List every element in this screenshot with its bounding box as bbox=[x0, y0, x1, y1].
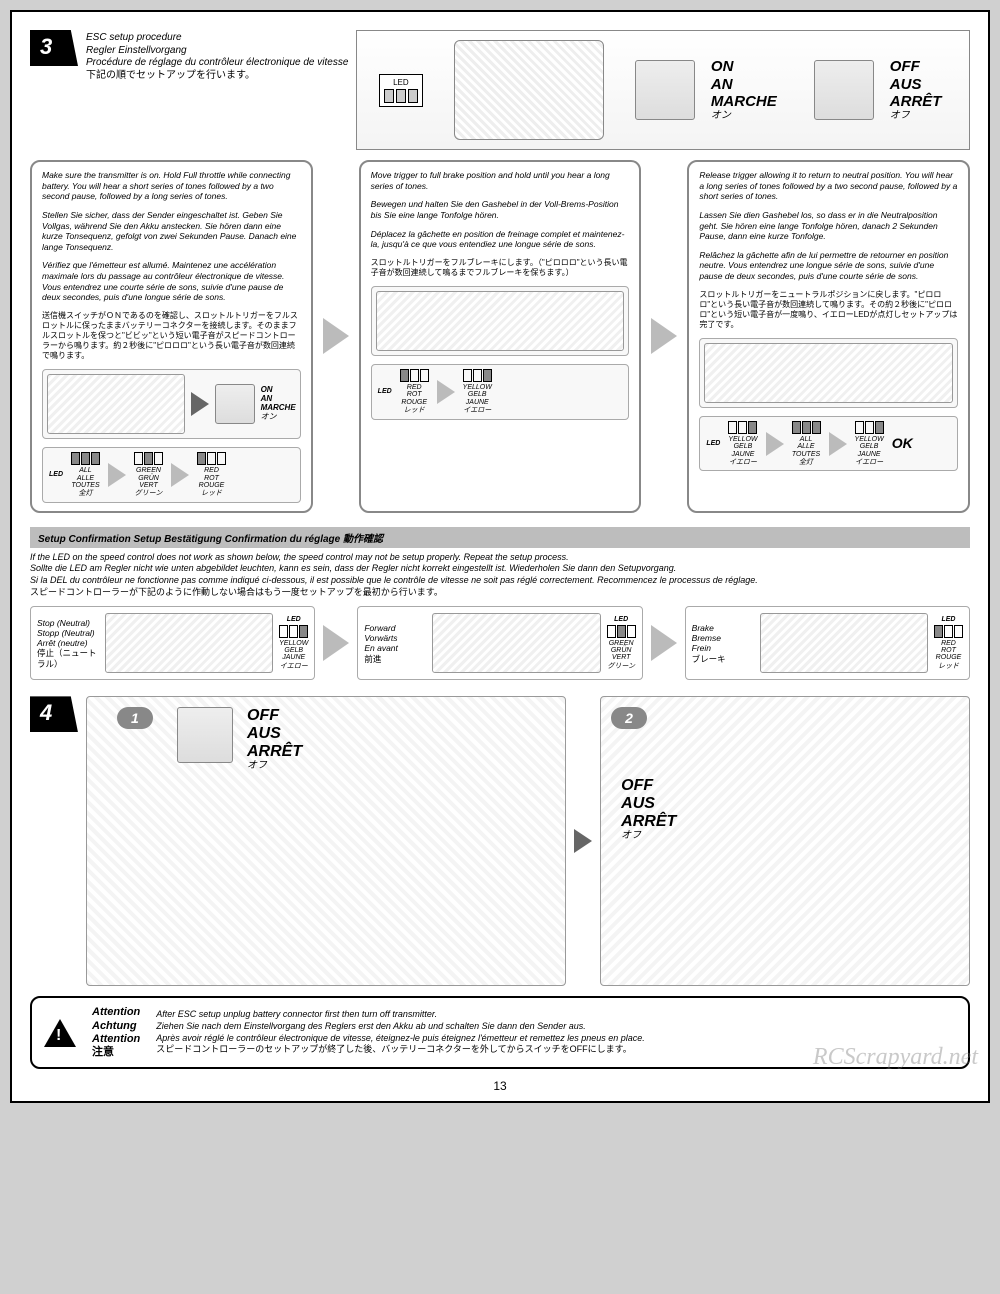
led-label: LED bbox=[384, 78, 418, 87]
step4-off-1: OFF AUS ARRÊT オフ bbox=[247, 707, 302, 771]
col1-en: Make sure the transmitter is on. Hold Fu… bbox=[42, 170, 301, 202]
confirm-brake: Brake Bremse Frein ブレーキ LED REDROTROUGEレ… bbox=[685, 606, 970, 680]
col1-tx-sketch bbox=[47, 374, 185, 434]
col2-en: Move trigger to full brake position and … bbox=[371, 170, 630, 191]
substep-2: 2 bbox=[611, 707, 647, 729]
three-column-steps: Make sure the transmitter is on. Hold Fu… bbox=[30, 160, 970, 513]
led-all: ALLALLETOUTES全灯 bbox=[71, 452, 100, 498]
led-red: REDROTROUGEレッド bbox=[197, 452, 226, 498]
page-number: 13 bbox=[30, 1079, 970, 1093]
led-yellow-ok: YELLOWGELBJAUNEイエロー bbox=[855, 421, 884, 467]
on-labels: ON AN MARCHE オン bbox=[705, 58, 783, 121]
step3-number: 3 bbox=[30, 30, 78, 66]
col3-jp: スロットルトリガーをニュートラルポジションに戻します。"ピロロロ"という長い電子… bbox=[699, 290, 958, 330]
col3-tx-sketch bbox=[704, 343, 953, 403]
step4-servo-sketch bbox=[177, 707, 233, 763]
servo-off-sketch bbox=[814, 60, 874, 120]
led-label: LED bbox=[706, 440, 720, 448]
step4-row: 4 1 OFF AUS ARRÊT オフ 2 OFF AUS ARRÊT オフ bbox=[30, 696, 970, 986]
setup-col-1: Make sure the transmitter is on. Hold Fu… bbox=[30, 160, 313, 513]
col3-de: Lassen Sie dien Gashebel los, so dass er… bbox=[699, 210, 958, 242]
big-arrow-icon bbox=[323, 318, 349, 354]
confirm-brake-sketch bbox=[760, 613, 928, 673]
col1-jp: 送信機スイッチがＯＮであるのを確認し、スロットルトリガーをフルスロットルに保った… bbox=[42, 311, 301, 361]
col2-de: Bewegen und halten Sie den Gashebel in d… bbox=[371, 199, 630, 220]
arrow-icon bbox=[829, 432, 847, 456]
col3-en: Release trigger allowing it to return to… bbox=[699, 170, 958, 202]
col3-illus bbox=[699, 338, 958, 408]
servo-on-sketch bbox=[635, 60, 695, 120]
ok-label: OK bbox=[892, 436, 913, 451]
col3-fr: Relâchez la gâchette afin de lui permett… bbox=[699, 250, 958, 282]
attention-titles: Attention Achtung Attention 注意 bbox=[92, 1006, 140, 1059]
led-yellow: YELLOWGELBJAUNEイエロー bbox=[463, 369, 492, 415]
led-yellow: YELLOWGELBJAUNEイエロー bbox=[728, 421, 757, 467]
col1-on: ON AN MARCHE オン bbox=[261, 386, 296, 421]
confirm-stop: Stop (Neutral) Stopp (Neutral) Arrêt (ne… bbox=[30, 606, 315, 680]
col1-fr: Vérifiez que l'émetteur est allumé. Main… bbox=[42, 260, 301, 303]
manual-page: 3 ESC setup procedure Regler Einstellvor… bbox=[10, 10, 990, 1103]
attention-box: Attention Achtung Attention 注意 After ESC… bbox=[30, 996, 970, 1069]
confirm-fwd-led: LED GREENGRÜNVERTグリーン bbox=[607, 616, 636, 671]
col2-led-strip: LED REDROTROUGEレッド YELLOWGELBJAUNEイエロー bbox=[371, 364, 630, 420]
setup-col-3: Release trigger allowing it to return to… bbox=[687, 160, 970, 513]
esc-device-sketch bbox=[454, 40, 604, 140]
off-labels: OFF AUS ARRÊT オフ bbox=[884, 58, 948, 121]
col2-illus bbox=[371, 286, 630, 356]
substep-1: 1 bbox=[117, 707, 153, 729]
step3-title-en: ESC setup procedure bbox=[86, 32, 348, 45]
arrow-icon bbox=[108, 463, 126, 487]
step3-title-jp: 下記の順でセットアップを行います。 bbox=[86, 70, 348, 83]
arrow-icon bbox=[437, 380, 455, 404]
confirm-text: If the LED on the speed control does not… bbox=[30, 552, 970, 599]
confirm-forward: Forward Vorwärts En avant 前進 LED GREENGR… bbox=[357, 606, 642, 680]
col2-fr: Déplacez la gâchette en position de frei… bbox=[371, 229, 630, 250]
confirm-stop-sketch bbox=[105, 613, 273, 673]
warning-icon bbox=[44, 1019, 76, 1047]
arrow-icon bbox=[766, 432, 784, 456]
arrow-icon bbox=[574, 829, 592, 853]
led-label: LED bbox=[49, 471, 63, 479]
led-red: REDROTROUGEレッド bbox=[400, 369, 429, 415]
big-arrow-icon bbox=[651, 625, 677, 661]
step3-header: 3 ESC setup procedure Regler Einstellvor… bbox=[30, 30, 970, 150]
col2-jp: スロットルトリガーをフルブレーキにします。（"ピロロロ"という長い電子音が数回連… bbox=[371, 258, 630, 278]
confirm-brake-led: LED REDROTROUGEレッド bbox=[934, 616, 963, 671]
setup-col-2: Move trigger to full brake position and … bbox=[359, 160, 642, 513]
step4-off-2: OFF AUS ARRÊT オフ bbox=[621, 777, 676, 841]
col3-led-strip: LED YELLOWGELBJAUNEイエロー ALLALLETOUTES全灯 … bbox=[699, 416, 958, 472]
step3-title: ESC setup procedure Regler Einstellvorga… bbox=[86, 30, 348, 150]
col1-servo bbox=[215, 384, 255, 424]
confirm-stop-led: LED YELLOWGELBJAUNEイエロー bbox=[279, 616, 308, 671]
step3-title-de: Regler Einstellvorgang bbox=[86, 45, 348, 58]
attention-body: After ESC setup unplug battery connector… bbox=[156, 1009, 645, 1056]
col1-illus: ON AN MARCHE オン bbox=[42, 369, 301, 439]
led-indicator-box: LED bbox=[379, 74, 423, 107]
arrow-icon bbox=[191, 392, 209, 416]
step3-title-fr: Procédure de réglage du contrôleur élect… bbox=[86, 57, 348, 70]
col1-de: Stellen Sie sicher, dass der Sender eing… bbox=[42, 210, 301, 253]
step4-number: 4 bbox=[30, 696, 78, 732]
col2-tx-sketch bbox=[376, 291, 625, 351]
led-all: ALLALLETOUTES全灯 bbox=[792, 421, 821, 467]
step4-transmitter-illus: 2 OFF AUS ARRÊT オフ bbox=[600, 696, 970, 986]
esc-illustration: LED ON AN MARCHE オン OFF AUS ARRÊT bbox=[356, 30, 970, 150]
led-label: LED bbox=[378, 388, 392, 396]
col1-led-strip: LED ALLALLETOUTES全灯 GREENGRÜNVERTグリーン RE… bbox=[42, 447, 301, 503]
arrow-icon bbox=[171, 463, 189, 487]
big-arrow-icon bbox=[323, 625, 349, 661]
confirm-row: Stop (Neutral) Stopp (Neutral) Arrêt (ne… bbox=[30, 606, 970, 680]
confirm-fwd-sketch bbox=[432, 613, 600, 673]
confirm-section-bar: Setup Confirmation Setup Bestätigung Con… bbox=[30, 527, 970, 548]
step4-chassis-illus: 1 OFF AUS ARRÊT オフ bbox=[86, 696, 566, 986]
led-green: GREENGRÜNVERTグリーン bbox=[134, 452, 163, 498]
big-arrow-icon bbox=[651, 318, 677, 354]
